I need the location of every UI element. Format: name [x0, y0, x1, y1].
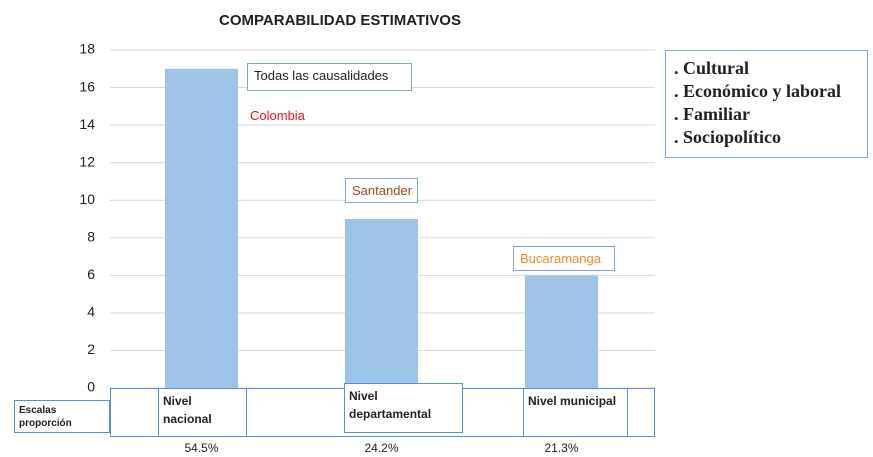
row-label: Escalas proporción — [14, 400, 110, 433]
note: . Familiar — [674, 104, 750, 124]
annotation: Bucaramanga — [513, 246, 615, 271]
scale-label: 21.3% — [544, 441, 578, 455]
annotation: Colombia — [250, 108, 305, 123]
y-tick-label: 18 — [79, 41, 95, 57]
y-tick-label: 10 — [79, 191, 95, 207]
y-tick-label: 12 — [79, 153, 95, 169]
y-tick-label: 14 — [79, 116, 95, 132]
y-tick-label: 16 — [79, 78, 95, 94]
y-tick-label: 0 — [87, 379, 95, 395]
scale-label: 54.5% — [184, 441, 218, 455]
y-tick-label: 6 — [87, 266, 95, 282]
category-label: Nivel municipal — [523, 388, 628, 437]
notes-box: . Cultural . Económico y laboral . Familia… — [665, 50, 868, 158]
y-tick-label: 8 — [87, 228, 95, 244]
category-label: Nivel nacional — [158, 388, 247, 437]
note: . Cultural — [674, 58, 750, 78]
scale-label: 24.2% — [364, 441, 398, 455]
y-tick-label: 4 — [87, 304, 95, 320]
bar — [165, 68, 238, 389]
chart-title: COMPARABILIDAD ESTIMATIVOS — [219, 12, 461, 29]
bar — [345, 219, 418, 388]
bar — [525, 275, 598, 388]
note: . Sociopolítico — [674, 127, 781, 147]
note: . Económico y laboral — [674, 81, 841, 101]
annotation: Todas las causalidades — [247, 63, 412, 91]
category-label: Nivel departamental — [344, 383, 463, 433]
y-tick-label: 2 — [87, 341, 95, 357]
annotation: Santander — [345, 178, 418, 203]
